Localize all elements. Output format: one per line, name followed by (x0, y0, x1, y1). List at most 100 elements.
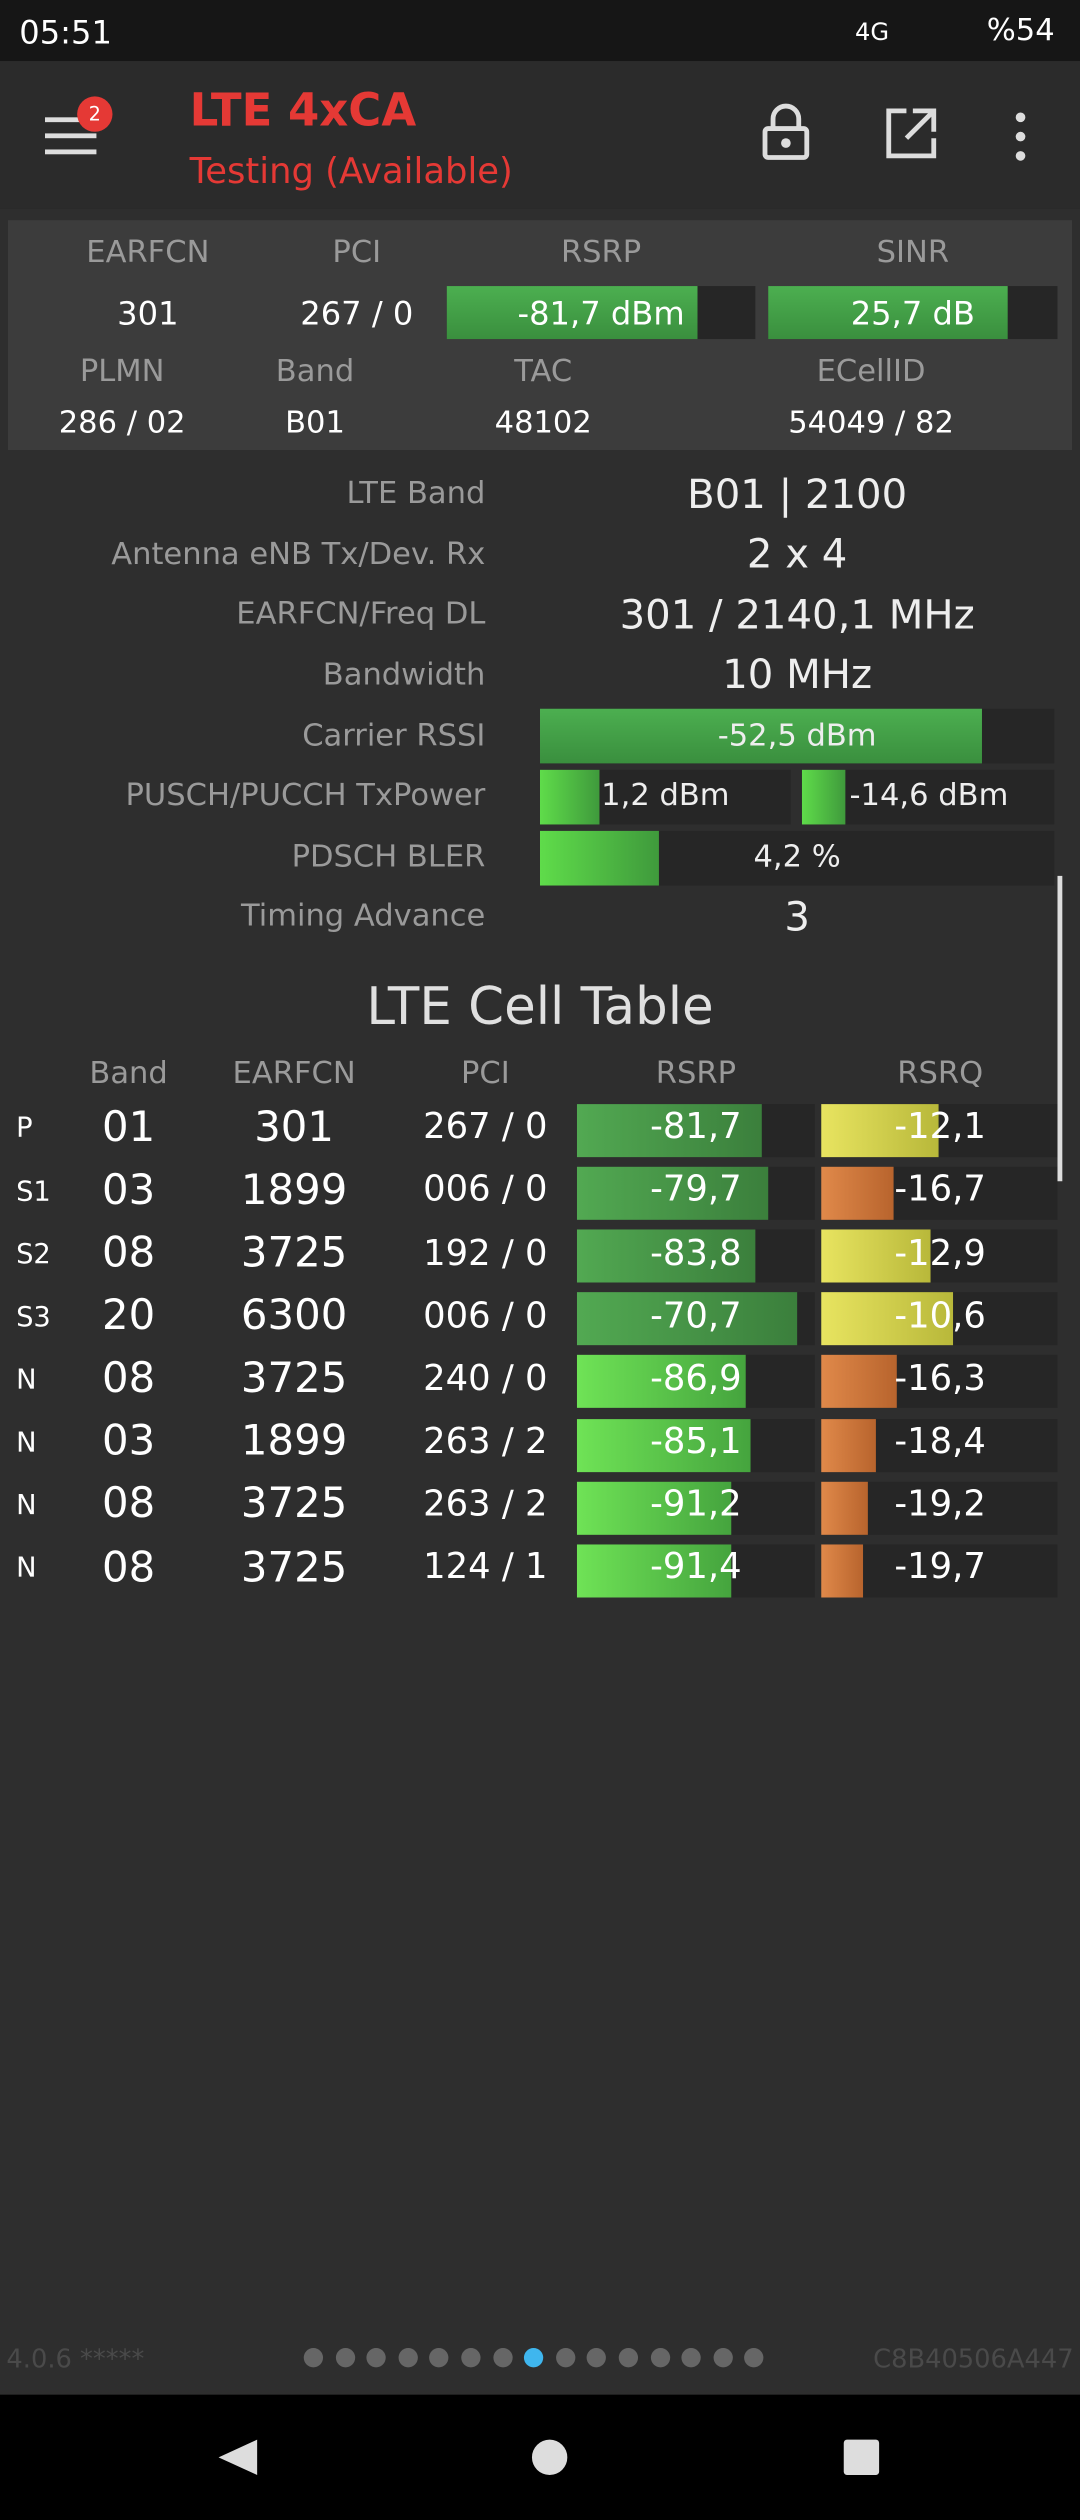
tx-bar (801, 769, 1055, 825)
cell-value: 192 / 0 (423, 1233, 548, 1274)
detail-value: 4,2 % (753, 838, 841, 874)
cell-rsrq: -16,7 (894, 1170, 986, 1211)
notification-badge: 2 (77, 96, 113, 132)
rsrp-cell-bar-fill (576, 1543, 732, 1597)
cell-value: 263 / 2 (423, 1484, 548, 1526)
rsrp-cell-bar (576, 1104, 815, 1158)
cell-rsrp: -86,9 (650, 1359, 742, 1400)
status-battery: %54 (986, 13, 1055, 49)
summary-value: 48102 (494, 405, 592, 441)
cell-rsrp: -79,7 (650, 1170, 742, 1211)
tx-bar (540, 769, 791, 825)
row-type: N (16, 1364, 37, 1397)
summary-header: Band (275, 353, 355, 390)
summary-header: ECellID (816, 353, 926, 390)
cell-rsrq: -19,2 (894, 1484, 986, 1526)
cell-value: 6300 (240, 1292, 348, 1341)
detail-value: 301 / 2140,1 MHz (619, 590, 975, 638)
lock-button[interactable] (759, 103, 814, 164)
status-time: 05:51 (19, 12, 112, 51)
column-header: PCI (460, 1056, 510, 1092)
cell-value: 20 (101, 1292, 156, 1341)
cell-rsrq: -10,6 (894, 1296, 986, 1337)
page-dot[interactable] (587, 2348, 607, 2368)
detail-label: PDSCH BLER (291, 838, 486, 874)
page-dot[interactable] (492, 2348, 513, 2368)
cell-value: 240 / 0 (423, 1359, 548, 1400)
page-dot[interactable] (555, 2348, 576, 2368)
footer-version: 4.0.6 ***** (6, 2343, 145, 2374)
cell-value: 01 (101, 1103, 156, 1153)
detail-label: LTE Band (346, 476, 486, 512)
rsrp-bar-fill (446, 286, 697, 340)
detail-label: Carrier RSSI (302, 717, 486, 754)
cell-rsrp: -81,7 (650, 1107, 742, 1149)
rsrp-cell-bar-fill (576, 1355, 746, 1409)
nav-buttons[interactable] (209, 2427, 884, 2491)
cell-rsrq: -12,1 (894, 1107, 986, 1149)
footer-id: C8B40506A447 (873, 2343, 1074, 2374)
cell-value: 3725 (240, 1229, 348, 1278)
detail-label: Bandwidth (322, 657, 486, 693)
cell-rsrp: -83,8 (650, 1233, 742, 1274)
rsrp-cell-bar-fill (576, 1418, 752, 1472)
rsrp-cell-bar (576, 1543, 815, 1597)
cell-value: 301 (254, 1103, 334, 1153)
cell-value: 3725 (240, 1543, 348, 1593)
share-button[interactable] (884, 106, 939, 161)
page-dot[interactable] (335, 2348, 355, 2368)
page-dot[interactable] (681, 2348, 702, 2368)
tx-bar-fill (540, 769, 601, 825)
page-dot[interactable] (366, 2348, 387, 2368)
column-header: RSRP (655, 1056, 737, 1092)
detail-value: -52,5 dBm (717, 717, 877, 754)
cell-value: 08 (101, 1355, 156, 1404)
cell-value: 03 (101, 1418, 156, 1467)
row-type: N (16, 1427, 37, 1460)
cell-value: 1899 (240, 1418, 348, 1467)
detail-value: 2 x 4 (746, 530, 848, 578)
summary-value: 54049 / 82 (788, 405, 954, 441)
rssi-bar (540, 709, 1055, 765)
page-dot[interactable] (398, 2348, 418, 2368)
table-title: LTE Cell Table (366, 975, 714, 1037)
summary-header: PLMN (79, 353, 165, 390)
cell-rsrq: -19,7 (894, 1547, 986, 1588)
bler-bar-fill (540, 830, 659, 885)
detail-value: 10 MHz (722, 651, 873, 698)
rsrp-cell-bar (576, 1481, 815, 1535)
summary-value: 25,7 dB (850, 293, 975, 333)
summary-header: EARFCN (86, 234, 210, 271)
detail-label: Antenna eNB Tx/Dev. Rx (111, 536, 486, 572)
rsrp-cell-bar-fill (576, 1481, 732, 1535)
cell-value: 3725 (240, 1355, 348, 1404)
menu-button[interactable] (45, 113, 100, 158)
rsrq-cell-bar (821, 1481, 1058, 1535)
more-button[interactable] (1009, 109, 1032, 164)
status-network: 4G (855, 17, 890, 47)
rsrp-cell-bar-fill (576, 1166, 769, 1220)
page-dot[interactable] (618, 2348, 639, 2368)
page-dot[interactable] (713, 2348, 733, 2368)
page-dot[interactable] (744, 2348, 765, 2368)
cell-rsrp: -70,7 (650, 1296, 742, 1337)
page-dot[interactable] (650, 2348, 670, 2368)
detail-value: B01 | 2100 (687, 470, 908, 517)
summary-header: SINR (876, 234, 950, 271)
rsrp-cell-bar-fill (576, 1229, 756, 1283)
page-dot[interactable] (303, 2348, 324, 2368)
sinr-bar-fill (768, 286, 1009, 340)
page-dot[interactable] (429, 2348, 450, 2368)
rsrq-cell-bar-fill (821, 1292, 954, 1346)
page-dot[interactable] (524, 2348, 544, 2368)
page-dot[interactable] (461, 2348, 481, 2368)
toolbar (0, 61, 1080, 209)
rsrp-cell-bar (576, 1355, 815, 1409)
sinr-bar (768, 286, 1058, 340)
cell-rsrp: -91,2 (650, 1484, 742, 1526)
rsrp-cell-bar (576, 1229, 815, 1283)
status-bar (0, 0, 1080, 62)
cell-value: 08 (101, 1543, 156, 1593)
summary-header: PCI (332, 234, 382, 271)
column-header: Band (89, 1056, 168, 1092)
